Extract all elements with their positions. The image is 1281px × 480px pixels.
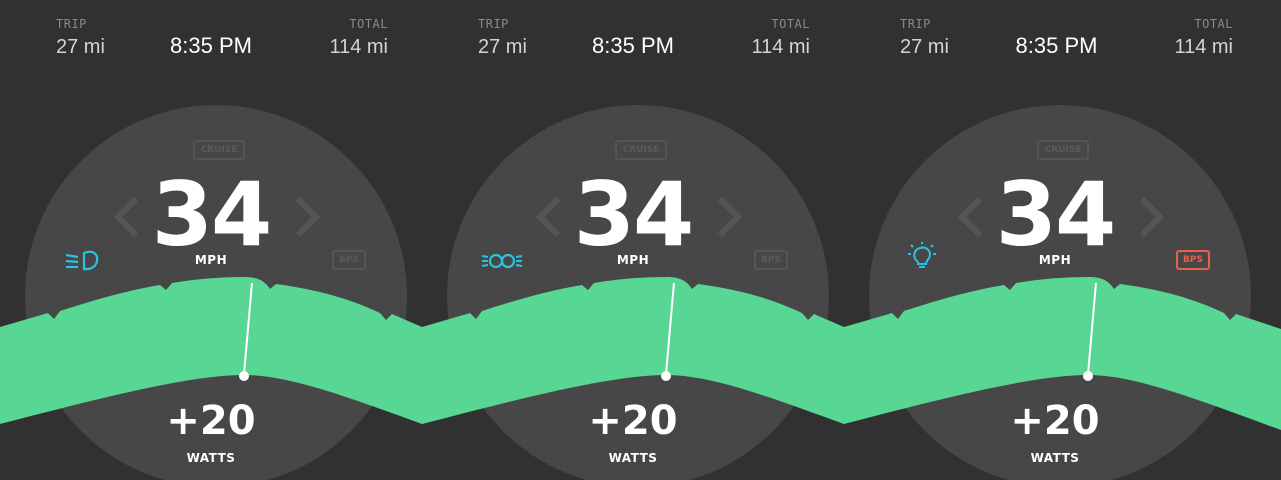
speed-unit: MPH: [1038, 253, 1072, 267]
light-bulb-icon: [908, 242, 936, 268]
trip-label: TRIP: [56, 17, 87, 31]
chevron-right-icon[interactable]: [294, 196, 322, 238]
power-value: +20: [1010, 398, 1100, 444]
speed-value: 34: [151, 163, 272, 266]
low-beam-headlight-icon: [65, 250, 99, 271]
bps-indicator: BPS: [754, 250, 788, 270]
speed-dial: [0, 105, 422, 480]
power-band: [422, 277, 844, 424]
total-label: TOTAL: [771, 17, 810, 31]
power-needle: [665, 282, 675, 375]
chevron-left-icon[interactable]: [112, 196, 140, 238]
clock: 8:35 PM: [592, 33, 674, 58]
power-value: +20: [166, 398, 256, 444]
power-band: [0, 277, 422, 424]
power-needle: [1087, 282, 1097, 375]
total-value: 114 mi: [329, 36, 388, 58]
speed-value: 34: [573, 163, 694, 266]
chevron-left-icon[interactable]: [956, 196, 984, 238]
bps-indicator: BPS: [1176, 250, 1210, 270]
chevron-right-icon[interactable]: [1138, 196, 1166, 238]
needle-pivot: [1083, 371, 1093, 381]
total-value: 114 mi: [1174, 36, 1233, 58]
power-unit: WATTS: [608, 451, 658, 465]
chevron-right-icon[interactable]: [716, 196, 744, 238]
trip-value: 27 mi: [56, 36, 105, 58]
clock: 8:35 PM: [1015, 33, 1098, 58]
trip-value: 27 mi: [900, 36, 949, 58]
total-label: TOTAL: [349, 17, 388, 31]
power-value: +20: [588, 398, 678, 444]
clock: 8:35 PM: [170, 33, 252, 58]
cruise-indicator[interactable]: CRUISE: [193, 140, 245, 160]
cruise-indicator[interactable]: CRUISE: [1037, 140, 1089, 160]
cruise-indicator[interactable]: CRUISE: [615, 140, 667, 160]
power-unit: WATTS: [1030, 451, 1080, 465]
power-needle: [243, 282, 253, 375]
bps-indicator: BPS: [332, 250, 366, 270]
total-value: 114 mi: [751, 36, 810, 58]
trip-label: TRIP: [900, 17, 931, 31]
trip-label: TRIP: [478, 17, 509, 31]
speed-dial: [422, 105, 844, 480]
speed-value: 34: [995, 163, 1116, 266]
trip-value: 27 mi: [478, 36, 527, 58]
power-unit: WATTS: [186, 451, 236, 465]
speed-dial: [844, 105, 1281, 480]
dashboard-panel-2: TRIP 27 mi 8:35 PM TOTAL 114 mi CRUISE 3…: [422, 0, 844, 480]
speed-unit: MPH: [616, 253, 650, 267]
parking-lights-icon: [481, 253, 523, 269]
needle-pivot: [239, 371, 249, 381]
needle-pivot: [661, 371, 671, 381]
dashboard-panel-1: TRIP 27 mi 8:35 PM TOTAL 114 mi CRUISE 3…: [0, 0, 422, 480]
dashboard-panel-3: TRIP 27 mi 8:35 PM TOTAL 114 mi CRUISE 3…: [844, 0, 1281, 480]
total-label: TOTAL: [1194, 17, 1233, 31]
power-band: [844, 277, 1281, 430]
speed-unit: MPH: [194, 253, 228, 267]
chevron-left-icon[interactable]: [534, 196, 562, 238]
